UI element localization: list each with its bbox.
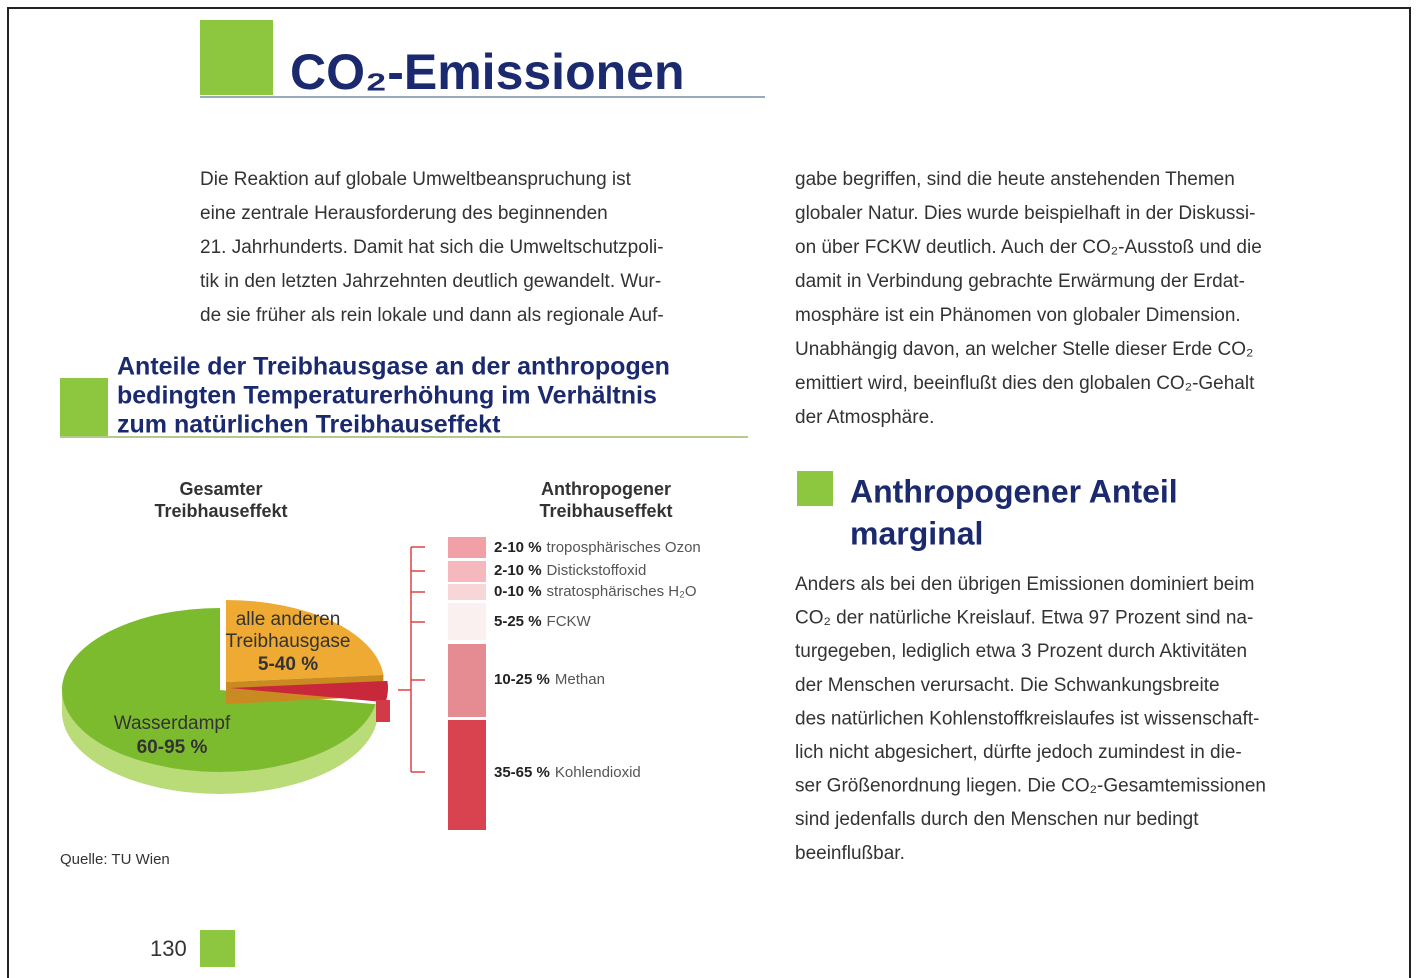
paragraph-line: 21. Jahrhunderts. Damit hat sich die Umw… <box>200 237 664 258</box>
bar-range: 5-25 % <box>494 613 542 630</box>
source: Quelle: TU Wien <box>60 851 170 868</box>
bar-label: 5-25 % FCKW <box>494 613 592 630</box>
paragraph-line: turgegeben, lediglich etwa 3 Prozent dur… <box>795 641 1247 662</box>
figure-title: zum natürlichen Treibhauseffekt <box>117 411 501 439</box>
figure-title: bedingten Temperaturerhöhung im Verhältn… <box>117 382 657 410</box>
bar-segment <box>448 537 486 558</box>
bar-label: 2-10 % troposphärisches Ozon <box>494 539 701 556</box>
bar-name: stratosphärisches H₂O <box>547 583 697 600</box>
paragraph-line: Unabhängig davon, an welcher Stelle dies… <box>795 339 1253 360</box>
paragraph-line: tik in den letzten Jahrzehnten deutlich … <box>200 271 661 292</box>
footer-square <box>200 930 235 967</box>
paragraph-line: ser Größenordnung liegen. Die CO₂-Gesamt… <box>795 776 1266 797</box>
bar-range: 0-10 % <box>494 583 542 600</box>
paragraph-line: des natürlichen Kohlenstoffkreislaufes i… <box>795 708 1259 729</box>
paragraph-line: damit in Verbindung gebrachte Erwärmung … <box>795 271 1245 292</box>
section-title: Anthropogener Anteil <box>850 473 1178 509</box>
pie-heading: Gesamter <box>179 479 262 499</box>
bar-heading: Anthropogener <box>541 479 671 499</box>
title-square <box>200 20 273 95</box>
paragraph-line: CO₂ der natürliche Kreislauf. Etwa 97 Pr… <box>795 608 1253 629</box>
paragraph-line: Anders als bei den übrigen Emissionen do… <box>795 574 1254 595</box>
pie-side <box>62 690 378 794</box>
bar-label: 0-10 % stratosphärisches H₂O <box>494 583 697 600</box>
pie-slice-water <box>61 608 376 772</box>
bracket <box>398 546 425 773</box>
bar-label: 10-25 % Methan <box>494 671 605 688</box>
pie-slice-anthro <box>230 680 388 703</box>
paragraph-line: sind jedenfalls durch den Menschen nur b… <box>795 809 1199 830</box>
bar-segment <box>448 720 486 830</box>
bar-name: Kohlendioxid <box>555 764 641 781</box>
bar-heading: Treibhauseffekt <box>539 501 672 521</box>
pie-label: alle anderen <box>236 609 341 630</box>
bar-segment <box>448 644 486 717</box>
pie-range: 5-40 % <box>258 654 318 675</box>
page-title: CO₂-Emissionen <box>290 44 685 100</box>
bar-name: Distickstoffoxid <box>547 562 647 579</box>
bar-label: 35-65 % Kohlendioxid <box>494 764 641 781</box>
pie-label: Wasserdampf <box>114 713 231 734</box>
bar-name: Methan <box>555 671 605 688</box>
pie-label: Treibhausgase <box>226 631 351 652</box>
bar-name: troposphärisches Ozon <box>547 539 701 556</box>
paragraph-line: gabe begriffen, sind die heute anstehend… <box>795 169 1235 190</box>
bar-segment <box>448 584 486 600</box>
paragraph-line: globaler Natur. Dies wurde beispielhaft … <box>795 203 1255 224</box>
section-square <box>797 471 833 506</box>
figure-square <box>60 378 108 437</box>
bar-range: 2-10 % <box>494 539 542 556</box>
bar-name: FCKW <box>547 613 592 630</box>
pie-range: 60-95 % <box>137 737 208 758</box>
pie-slice-other <box>226 600 384 682</box>
section-title: marginal <box>850 515 983 551</box>
pie-slice-anthro-side <box>376 700 390 722</box>
page-frame <box>7 7 1411 978</box>
paragraph-line: emittiert wird, beeinflußt dies den glob… <box>795 373 1255 394</box>
paragraph-line: beeinflußbar. <box>795 843 905 864</box>
paragraph-line: der Atmosphäre. <box>795 407 934 428</box>
bar-range: 2-10 % <box>494 562 542 579</box>
paragraph-line: Die Reaktion auf globale Umweltbeanspruc… <box>200 169 632 190</box>
bar-range: 35-65 % <box>494 764 550 781</box>
bar-segment <box>448 561 486 582</box>
bar-segment <box>448 603 486 640</box>
bar-range: 10-25 % <box>494 671 550 688</box>
figure-title: Anteile der Treibhausgase an der anthrop… <box>117 353 670 381</box>
paragraph-line: mosphäre ist ein Phänomen von globaler D… <box>795 305 1241 326</box>
paragraph-line: lich nicht abgesichert, dürfte jedoch zu… <box>795 742 1242 763</box>
paragraph-line: on über FCKW deutlich. Auch der CO₂-Auss… <box>795 237 1262 258</box>
paragraph-line: eine zentrale Herausforderung des beginn… <box>200 203 608 224</box>
page-number: 130 <box>150 936 187 961</box>
bar-label: 2-10 % Distickstoffoxid <box>494 562 646 579</box>
paragraph-line: der Menschen verursacht. Die Schwankungs… <box>795 675 1220 696</box>
pie-heading: Treibhauseffekt <box>154 501 287 521</box>
paragraph-line: de sie früher als rein lokale und dann a… <box>200 305 664 326</box>
